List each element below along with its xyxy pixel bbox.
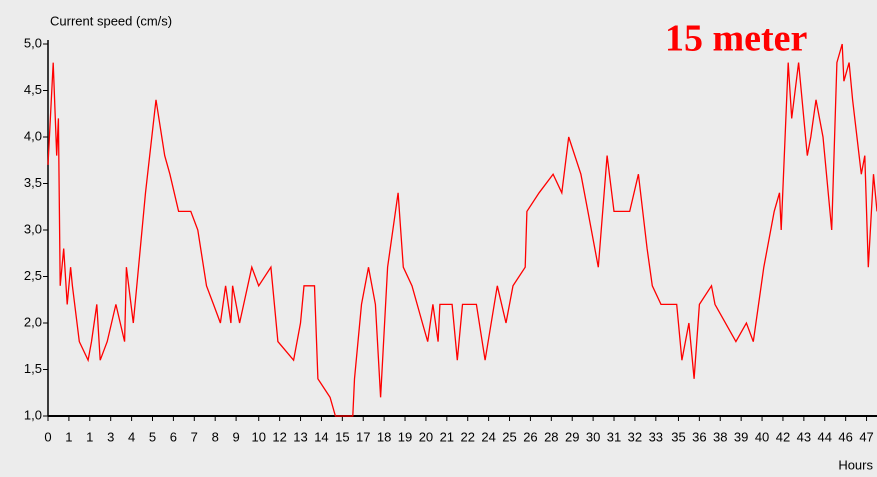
data-line (47, 43, 877, 417)
x-tick-label: 9 (232, 429, 239, 444)
annotation: 15 meter (665, 18, 808, 60)
y-tick-label: 4,5 (24, 82, 42, 97)
x-tick-label: 19 (398, 429, 412, 444)
x-tick-label: 1 (86, 429, 93, 444)
x-tick-label: 29 (565, 429, 579, 444)
x-tick-label: 20 (419, 429, 433, 444)
x-tick-label: 39 (734, 429, 748, 444)
x-tick-label: 35 (671, 429, 685, 444)
x-tick-label: 40 (755, 429, 769, 444)
x-tick-label: 47 (859, 429, 873, 444)
x-tick-label: 25 (502, 429, 516, 444)
x-tick-label: 42 (776, 429, 790, 444)
x-tick-label: 0 (44, 429, 51, 444)
x-tick-label: 15 (335, 429, 349, 444)
x-tick-label: 17 (356, 429, 370, 444)
x-tick-label: 14 (314, 429, 328, 444)
x-tick-label: 12 (272, 429, 286, 444)
x-tick-label: 33 (649, 429, 663, 444)
x-tick-label: 31 (607, 429, 621, 444)
x-tick-label: 43 (797, 429, 811, 444)
x-tick-label: 13 (293, 429, 307, 444)
x-tick-label: 28 (544, 429, 558, 444)
x-tick-label: 4 (128, 429, 135, 444)
x-tick-label: 5 (149, 429, 156, 444)
y-tick-label: 2,0 (24, 314, 42, 329)
x-tick-label: 38 (713, 429, 727, 444)
x-tick-label: 3 (107, 429, 114, 444)
x-tick-label: 1 (65, 429, 72, 444)
x-tick-label: 7 (191, 429, 198, 444)
x-tick-label: 32 (628, 429, 642, 444)
x-tick-label: 26 (523, 429, 537, 444)
y-tick-label: 3,0 (24, 221, 42, 236)
x-tick-label: 36 (692, 429, 706, 444)
x-tick-label: 22 (460, 429, 474, 444)
x-tick-label: 46 (838, 429, 852, 444)
y-tick-label: 1,5 (24, 361, 42, 376)
x-tick-label: 10 (251, 429, 265, 444)
x-axis-label: Hours (838, 457, 873, 472)
x-tick-label: 44 (818, 429, 832, 444)
y-tick-label: 5,0 (24, 35, 42, 50)
x-tick-label: 18 (377, 429, 391, 444)
x-tick-label: 8 (212, 429, 219, 444)
x-tick-label: 30 (586, 429, 600, 444)
y-tick-label: 3,5 (24, 175, 42, 190)
x-tick-label: 24 (481, 429, 495, 444)
y-tick-label: 2,5 (24, 268, 42, 283)
chart-title: Current speed (cm/s) (50, 13, 172, 28)
x-tick-label: 21 (440, 429, 454, 444)
y-tick-label: 4,0 (24, 128, 42, 143)
y-tick-label: 1,0 (24, 407, 42, 422)
x-tick-label: 6 (170, 429, 177, 444)
